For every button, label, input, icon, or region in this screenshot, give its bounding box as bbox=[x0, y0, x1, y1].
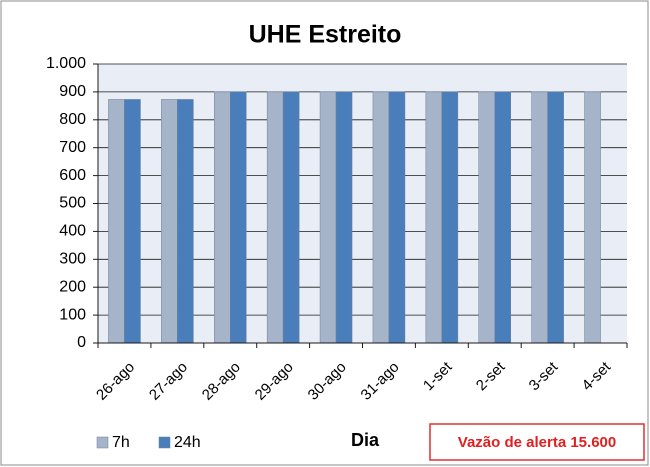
bar bbox=[319, 91, 337, 344]
y-tick-label: 300 bbox=[59, 251, 86, 268]
bar bbox=[478, 91, 495, 344]
bar bbox=[494, 91, 511, 344]
bar bbox=[531, 91, 548, 344]
annotation: Vazão de alerta 15.600 bbox=[458, 434, 616, 451]
y-tick-label: 700 bbox=[59, 139, 86, 156]
legend-label: 7h bbox=[112, 434, 130, 451]
y-tick-label: 900 bbox=[59, 83, 86, 100]
bar bbox=[547, 91, 564, 344]
bar bbox=[282, 91, 300, 344]
bar bbox=[177, 99, 194, 344]
bar bbox=[584, 91, 601, 344]
legend-label: 24h bbox=[174, 434, 201, 451]
bar bbox=[372, 91, 390, 344]
y-tick-label: 0 bbox=[77, 334, 86, 351]
bar bbox=[335, 91, 353, 344]
bar bbox=[124, 99, 141, 344]
bar bbox=[214, 91, 231, 344]
bar bbox=[230, 91, 247, 344]
y-tick-label: 1.000 bbox=[46, 55, 86, 72]
y-tick-label: 600 bbox=[59, 167, 86, 184]
bar bbox=[108, 99, 125, 344]
y-tick-label: 400 bbox=[59, 223, 86, 240]
annotation-box bbox=[429, 423, 645, 461]
y-tick-label: 200 bbox=[59, 278, 86, 295]
y-tick-label: 800 bbox=[59, 111, 86, 128]
legend-swatch bbox=[158, 436, 171, 449]
bar bbox=[441, 91, 459, 344]
legend-swatch bbox=[96, 436, 109, 449]
y-tick-label: 100 bbox=[59, 306, 86, 323]
chart-title: UHE Estreito bbox=[249, 21, 402, 49]
bar bbox=[425, 91, 443, 344]
bar bbox=[161, 99, 178, 344]
bar bbox=[266, 91, 284, 344]
x-axis-label: Dia bbox=[351, 430, 380, 450]
bar bbox=[388, 91, 406, 344]
y-tick-label: 500 bbox=[59, 195, 86, 212]
